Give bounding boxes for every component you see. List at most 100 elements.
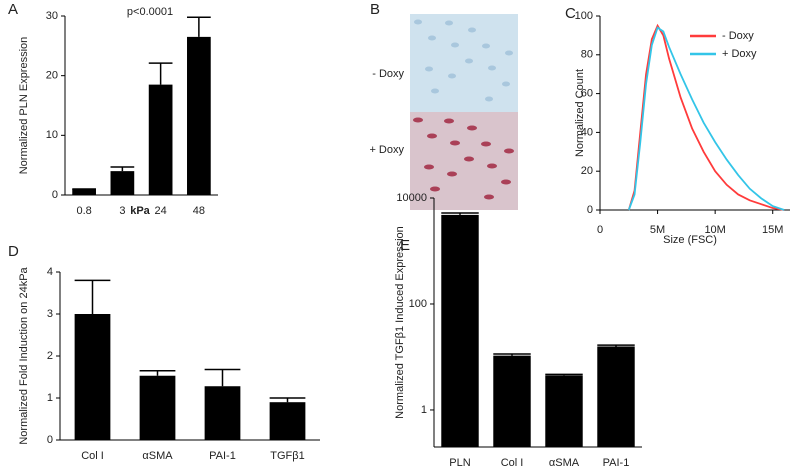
cell — [431, 88, 439, 94]
y-tick-label: 10 — [46, 129, 58, 141]
cell — [504, 148, 514, 154]
x-tick-label: Col I — [81, 450, 104, 462]
cell — [447, 171, 457, 177]
y-axis-label: Normalized PLN Expression — [18, 37, 30, 175]
series-line — [627, 26, 785, 211]
cell — [444, 118, 454, 124]
cell — [428, 35, 436, 41]
cell — [450, 140, 460, 146]
x-axis-label: Size (FSC) — [663, 234, 717, 246]
legend-label: + Doxy — [722, 48, 757, 60]
y-axis-label: Normalized Count — [574, 69, 586, 157]
x-axis-label: kPa — [130, 205, 150, 217]
cell — [427, 133, 437, 139]
y-tick-label: 40 — [581, 126, 593, 138]
y-tick-label: 20 — [46, 70, 58, 82]
cell — [501, 179, 511, 185]
panel-label: E — [400, 237, 410, 254]
series-line — [627, 23, 785, 211]
cell — [468, 27, 476, 33]
row-label: - Doxy — [372, 68, 404, 80]
error-bar — [204, 368, 241, 387]
cell — [445, 20, 453, 26]
bar — [269, 402, 306, 440]
cell — [482, 43, 490, 49]
micrograph — [410, 112, 518, 210]
x-tick-label: Col I — [501, 457, 524, 469]
cell — [414, 19, 422, 25]
y-axis-label: Normalized TGFβ1 Induced Expression — [394, 226, 406, 419]
x-tick-label: αSMA — [142, 450, 173, 462]
x-tick-label: 10M — [704, 224, 725, 236]
y-tick-label: 4 — [47, 266, 53, 278]
x-tick-label: 3 — [119, 205, 125, 217]
x-tick-label: αSMA — [549, 457, 580, 469]
row-label: + Doxy — [369, 144, 404, 156]
error-bar — [441, 212, 479, 215]
x-tick-label: 0 — [597, 224, 603, 236]
error-bar — [545, 373, 583, 376]
y-tick-label: 2 — [47, 350, 53, 362]
error-bar — [493, 353, 531, 356]
micrograph — [410, 14, 518, 112]
legend-label: - Doxy — [722, 30, 754, 42]
x-tick-label: 48 — [193, 205, 205, 217]
error-bar — [597, 344, 635, 347]
annotation: p<0.0001 — [127, 6, 173, 18]
cell — [448, 73, 456, 79]
cell — [487, 163, 497, 169]
y-tick-label: 1 — [421, 404, 427, 416]
panel-label: D — [8, 243, 19, 260]
y-tick-label: 100 — [409, 298, 427, 310]
y-axis-label: Normalized Fold Induction on 24kPa — [18, 266, 30, 444]
error-bar — [74, 279, 111, 314]
cell — [465, 58, 473, 64]
y-tick-label: 30 — [46, 10, 58, 22]
cell — [502, 81, 510, 87]
bar — [139, 375, 176, 440]
y-tick-label: 1 — [47, 392, 53, 404]
cell — [464, 156, 474, 162]
cell — [488, 65, 496, 71]
cell — [425, 66, 433, 72]
y-tick-label: 100 — [575, 10, 593, 22]
bar — [545, 375, 583, 447]
cell — [424, 164, 434, 170]
bar — [110, 171, 135, 195]
bar — [72, 189, 96, 195]
bar — [441, 214, 479, 447]
panel-label: B — [370, 1, 380, 18]
bar — [148, 84, 173, 195]
error-bar — [148, 62, 173, 85]
x-tick-label: 24 — [155, 205, 167, 217]
y-tick-label: 80 — [581, 49, 593, 61]
panel-label: A — [8, 1, 18, 18]
cell — [413, 117, 423, 123]
x-tick-label: 5M — [650, 224, 665, 236]
error-bar — [139, 369, 176, 376]
cell — [467, 125, 477, 131]
x-tick-label: PAI-1 — [603, 457, 630, 469]
y-tick-label: 10000 — [396, 192, 427, 204]
x-tick-label: PLN — [449, 457, 470, 469]
bar — [74, 314, 111, 440]
cell — [484, 194, 494, 200]
bar — [493, 355, 531, 447]
y-tick-label: 20 — [581, 165, 593, 177]
cell — [485, 96, 493, 102]
cell — [505, 50, 513, 56]
y-tick-label: 3 — [47, 308, 53, 320]
x-tick-label: 15M — [762, 224, 783, 236]
x-tick-label: 0.8 — [76, 205, 91, 217]
x-tick-label: PAI-1 — [209, 450, 236, 462]
error-bar — [187, 16, 211, 37]
error-bar — [110, 166, 135, 172]
cell — [481, 141, 491, 147]
y-tick-label: 0 — [47, 434, 53, 446]
bar — [187, 36, 211, 196]
error-bar — [269, 397, 306, 403]
y-tick-label: 0 — [52, 189, 58, 201]
cell — [430, 186, 440, 192]
panel-label: C — [565, 5, 576, 22]
